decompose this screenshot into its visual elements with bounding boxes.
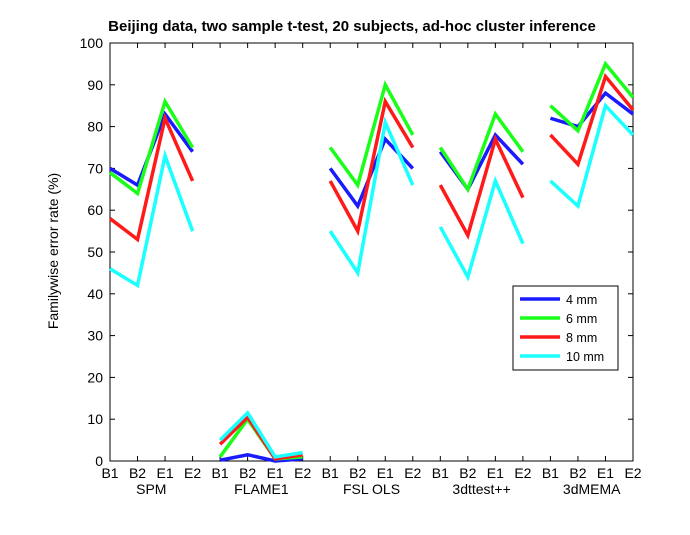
series-lines <box>108 60 635 463</box>
y-tick-label: 30 <box>87 328 103 344</box>
x-tick-label: E2 <box>404 465 421 481</box>
series-line-segment <box>549 60 635 134</box>
x-tick-label: E1 <box>487 465 504 481</box>
y-tick-label: 40 <box>87 286 103 302</box>
x-tick-label: E2 <box>624 465 641 481</box>
x-group-label: SPM <box>136 481 166 497</box>
y-tick-label: 20 <box>87 369 103 385</box>
series-6-mm <box>108 60 635 461</box>
x-tick-label: B1 <box>322 465 339 481</box>
legend-label: 4 mm <box>566 293 597 307</box>
x-tick-label: E1 <box>156 465 173 481</box>
series-line-segment <box>108 112 195 243</box>
plot-frame <box>109 42 634 462</box>
y-axis-label: Familywise error rate (%) <box>45 173 61 329</box>
series-line-segment <box>549 90 635 129</box>
x-axis: B1 B2 E1 E2 B1 B2 E1 E2 B1 B2 E1 E2 B1 B2 E1 E2 B1 B2 E1 E2… <box>101 43 642 497</box>
x-tick-label: B2 <box>129 465 146 481</box>
series-10-mm <box>109 102 635 459</box>
series-line-segment <box>218 410 303 459</box>
x-tick-label: E1 <box>377 465 394 481</box>
x-tick-label: E1 <box>597 465 614 481</box>
x-tick-label: B1 <box>542 465 559 481</box>
x-group-label: FLAME1 <box>234 481 289 497</box>
series-line-segment <box>438 134 525 240</box>
legend-label: 10 mm <box>566 350 604 364</box>
series-line-segment <box>108 97 195 197</box>
x-tick-label: B1 <box>212 465 229 481</box>
series-line-segment <box>549 102 635 210</box>
series-4-mm <box>109 90 635 463</box>
x-tick-label: E2 <box>514 465 531 481</box>
series-line-segment <box>549 72 635 168</box>
y-axis: 0 10 20 30 40 50 60 70 80 90 100 <box>80 35 633 469</box>
legend-label: 6 mm <box>566 312 597 326</box>
series-line-segment <box>438 175 525 282</box>
chart-title: Beijing data, two sample t-test, 20 subj… <box>108 18 596 35</box>
y-tick-label: 80 <box>87 119 103 135</box>
x-tick-label: B2 <box>569 465 586 481</box>
y-tick-label: 10 <box>87 411 103 427</box>
y-tick-label: 70 <box>87 160 103 176</box>
x-group-label: FSL OLS <box>343 481 400 497</box>
y-tick-label: 60 <box>87 202 103 218</box>
y-tick-label: 0 <box>95 453 103 469</box>
x-tick-label: B1 <box>432 465 449 481</box>
x-tick-label: B1 <box>101 465 118 481</box>
series-line-segment <box>328 80 415 190</box>
x-group-label: 3dttest++ <box>452 481 510 497</box>
y-tick-label: 100 <box>80 35 104 51</box>
x-tick-label: B2 <box>459 465 476 481</box>
series-line-segment <box>109 149 195 289</box>
y-tick-label: 50 <box>87 244 103 260</box>
x-tick-label: E1 <box>267 465 284 481</box>
series-line-segment <box>219 452 303 463</box>
x-tick-label: E2 <box>294 465 311 481</box>
x-tick-label: E2 <box>184 465 201 481</box>
legend-label: 8 mm <box>566 331 597 345</box>
y-tick-label: 90 <box>87 77 103 93</box>
series-line-segment <box>438 110 525 194</box>
series-line-segment <box>328 116 415 278</box>
x-tick-label: B2 <box>239 465 256 481</box>
x-group-label: 3dMEMA <box>563 481 621 497</box>
legend: 4 mm 6 mm 8 mm 10 mm <box>512 285 619 371</box>
series-line-segment <box>328 96 415 237</box>
x-tick-label: B2 <box>349 465 366 481</box>
